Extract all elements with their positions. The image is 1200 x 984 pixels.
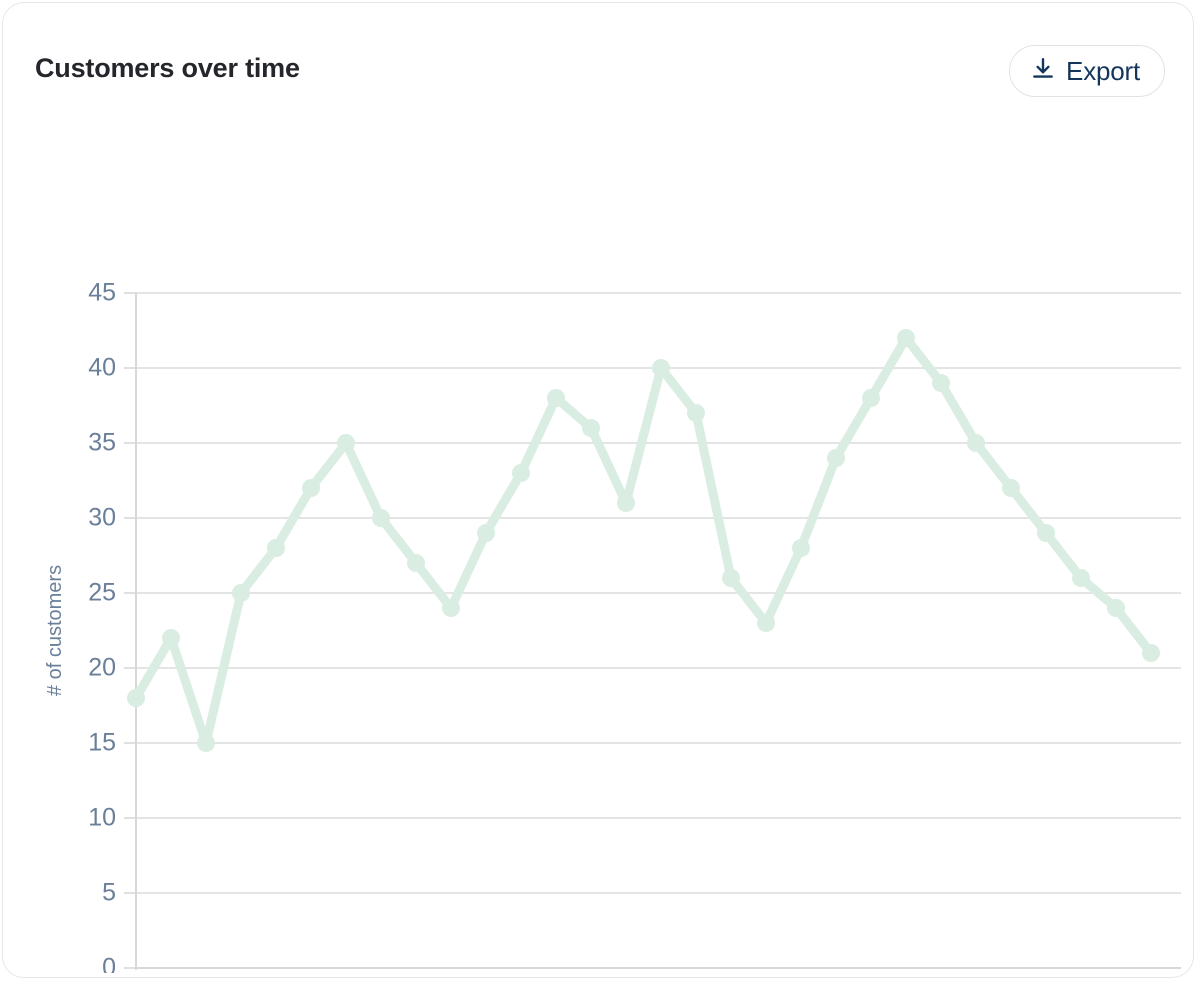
data-point	[127, 689, 145, 707]
data-point	[1002, 479, 1020, 497]
page-title: Customers over time	[35, 53, 300, 83]
data-point	[687, 404, 705, 422]
y-axis-title: # of customers	[44, 565, 66, 696]
data-point	[267, 539, 285, 557]
y-tick-label: 40	[88, 354, 116, 382]
data-point	[757, 614, 775, 632]
data-point	[1142, 644, 1160, 662]
data-point	[932, 374, 950, 392]
data-point	[722, 569, 740, 587]
y-tick-label: 25	[88, 579, 116, 607]
data-point	[442, 599, 460, 617]
y-axis-tick-labels: 0 5 10 15 20 25 30 35 40 45	[88, 279, 116, 973]
data-point	[827, 449, 845, 467]
series-polyline	[131, 333, 1156, 748]
y-tick-label: 35	[88, 429, 116, 457]
y-tick-label: 30	[88, 504, 116, 532]
data-point	[582, 419, 600, 437]
y-axis-title-label: # of customers	[44, 565, 66, 696]
data-point	[197, 734, 215, 752]
data-point	[512, 464, 530, 482]
y-tick-label: 15	[88, 729, 116, 757]
y-tick-label: 5	[102, 879, 116, 907]
data-point	[897, 329, 915, 347]
data-point	[407, 554, 425, 572]
download-icon	[1030, 56, 1056, 87]
data-point	[617, 494, 635, 512]
data-point	[477, 524, 495, 542]
data-point	[792, 539, 810, 557]
y-tick-label: 10	[88, 804, 116, 832]
data-point	[967, 434, 985, 452]
y-tick-label: 20	[88, 654, 116, 682]
export-button-label: Export	[1066, 55, 1140, 86]
data-point	[547, 389, 565, 407]
data-point	[337, 434, 355, 452]
data-point	[232, 584, 250, 602]
export-button[interactable]: Export	[1009, 45, 1165, 97]
series-line	[131, 333, 1156, 748]
card-header: Customers over time Export	[3, 3, 1193, 139]
series-points	[127, 329, 1160, 752]
y-tick-label: 45	[88, 279, 116, 307]
y-tick-label: 0	[102, 954, 116, 973]
data-point	[1037, 524, 1055, 542]
data-point	[302, 479, 320, 497]
data-point	[1072, 569, 1090, 587]
data-point	[862, 389, 880, 407]
data-point	[372, 509, 390, 527]
data-point	[1107, 599, 1125, 617]
data-point	[162, 629, 180, 647]
data-point	[652, 359, 670, 377]
